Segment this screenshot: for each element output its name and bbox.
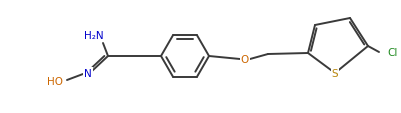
Text: Cl: Cl: [387, 48, 397, 58]
Text: S: S: [332, 68, 338, 78]
Text: N: N: [84, 68, 92, 78]
Text: HO: HO: [47, 76, 63, 86]
Text: H₂N: H₂N: [84, 31, 104, 41]
Text: O: O: [241, 54, 249, 64]
